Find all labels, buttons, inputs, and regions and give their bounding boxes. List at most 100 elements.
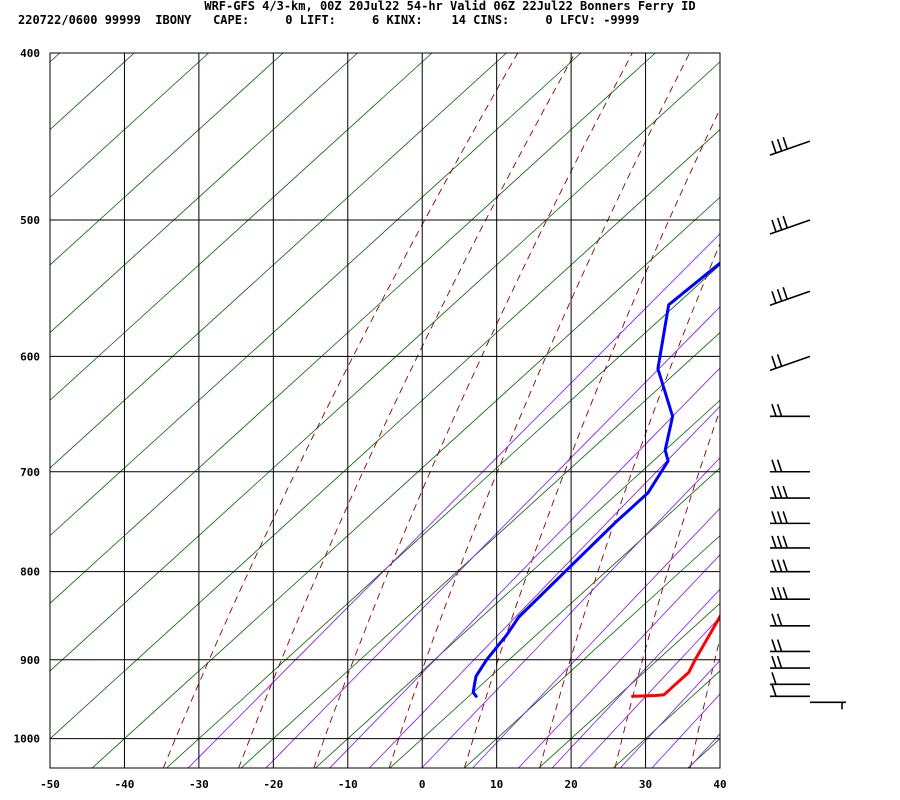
- mixing-ratio-line: [265, 306, 720, 768]
- wind-barb: [770, 639, 810, 653]
- isotherm-line: [50, 53, 209, 198]
- barb-feather: [776, 354, 783, 367]
- wind-barbs: [769, 136, 846, 710]
- mixing-ratio-line: [421, 457, 720, 768]
- barb-feather: [782, 136, 788, 150]
- isotherm-line: [91, 196, 720, 768]
- isotherm-line: [762, 53, 900, 768]
- dry-adiabat-line: [539, 242, 720, 768]
- wind-barb: [770, 404, 810, 418]
- barb-feather: [782, 287, 788, 300]
- barb-feather: [776, 511, 783, 524]
- dry-adiabat-line: [463, 107, 720, 768]
- wind-barb: [770, 613, 810, 627]
- x-tick-label: -10: [338, 778, 358, 791]
- wind-barb: [770, 511, 810, 525]
- barb-feather: [771, 404, 777, 417]
- barb-feather: [771, 535, 777, 549]
- profiles: [471, 261, 720, 698]
- x-tick-label: 30: [639, 778, 652, 791]
- barb-feather: [782, 485, 788, 499]
- barb-feather: [776, 613, 783, 627]
- barb-feather: [776, 639, 783, 652]
- isotherm-line: [837, 53, 900, 768]
- y-tick-label: 800: [20, 566, 40, 579]
- y-tick-label: 1000: [14, 733, 41, 746]
- mixing-ratio-line: [472, 507, 720, 768]
- x-tick-label: -20: [263, 778, 283, 791]
- wind-barb: [770, 586, 810, 601]
- barb-feather: [771, 684, 777, 697]
- wind-barb: [770, 535, 810, 549]
- y-tick-label: 900: [20, 654, 40, 667]
- barb-feather: [776, 535, 783, 549]
- barb-feather: [771, 219, 777, 233]
- barb-feather: [782, 215, 788, 229]
- dewpoint-profile: [471, 261, 720, 698]
- mixing-ratio-line: [329, 367, 720, 768]
- mixing-ratio-line: [651, 693, 720, 768]
- mixing-ratio-line: [619, 659, 720, 768]
- barb-feather: [782, 535, 788, 549]
- barb-feather: [771, 655, 777, 669]
- isotherm-line: [50, 53, 284, 266]
- barb-feather: [771, 290, 777, 304]
- barb-feather: [771, 559, 777, 572]
- plot-frame: [49, 52, 721, 769]
- barb-feather: [776, 459, 783, 473]
- wind-barb: [770, 559, 810, 573]
- barb-feather: [771, 613, 777, 627]
- dry-adiabat-line: [162, 53, 519, 768]
- isotherm-line: [50, 53, 656, 604]
- mixing-ratio-line: [187, 233, 720, 768]
- barb-feather: [771, 140, 777, 154]
- wind-barb: [770, 655, 810, 669]
- dry-adiabat-line: [841, 53, 900, 768]
- isotherm-line: [166, 264, 720, 768]
- mixing-ratio-line: [578, 616, 720, 768]
- barb-feather: [771, 459, 777, 473]
- wind-barb: [769, 136, 811, 156]
- wind-barb: [769, 287, 811, 307]
- isotherm-line: [50, 53, 358, 334]
- wind-barb: [770, 684, 810, 698]
- barb-feather: [771, 485, 777, 499]
- barb-feather: [776, 404, 783, 417]
- y-tick-label: 700: [20, 466, 40, 479]
- isotherm-line: [389, 467, 720, 768]
- wind-barb: [770, 672, 810, 686]
- wind-barb: [770, 485, 810, 499]
- isotherm-line: [50, 61, 720, 672]
- barb-feather: [776, 655, 783, 669]
- isotherm-line: [538, 602, 720, 768]
- x-tick-label: -50: [40, 778, 60, 791]
- isotherm-line: [50, 53, 433, 401]
- barb-feather: [776, 559, 783, 572]
- wind-barb: [770, 459, 810, 473]
- isotherm-line: [50, 53, 507, 469]
- y-tick-label: 400: [20, 47, 40, 60]
- mixing-ratio-line: [518, 554, 720, 768]
- dry-adiabat-line: [238, 53, 576, 768]
- isotherm-line: [50, 129, 720, 740]
- barb-feather: [782, 559, 788, 572]
- x-tick-label: 0: [419, 778, 426, 791]
- isotherm-line: [50, 53, 582, 537]
- chart-title: WRF-GFS 4/3-km, 00Z 20Jul22 54-hr Valid …: [204, 0, 696, 13]
- wind-barb: [769, 354, 811, 372]
- barb-feather: [771, 511, 777, 524]
- dry-adiabat-line: [388, 53, 691, 768]
- isotherm-line: [240, 332, 720, 768]
- sounding-indices: 220722/0600 99999 IBONY CAPE: 0 LIFT: 6 …: [18, 13, 640, 27]
- x-tick-label: 40: [713, 778, 726, 791]
- axis-labels: -50 -40 -30 -20 -10 0 10 20 30 40 400 500 600 700 800 9…: [14, 47, 727, 791]
- mixing-ratio-line: [551, 588, 720, 768]
- dry-adiabat-line: [313, 53, 633, 768]
- barb-feather: [776, 288, 783, 302]
- wind-barb: [769, 215, 811, 235]
- y-tick-label: 600: [20, 350, 40, 363]
- dry-adiabat-line: [614, 408, 720, 768]
- y-tick-label: 500: [20, 214, 40, 227]
- background-lines: [50, 53, 900, 768]
